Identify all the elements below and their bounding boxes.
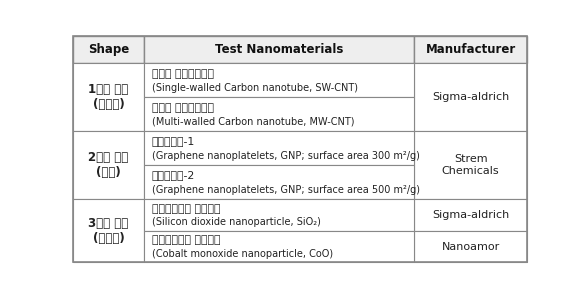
Text: Shape: Shape (88, 43, 129, 57)
Text: Strem
Chemicals: Strem Chemicals (442, 154, 499, 176)
Text: 1차원 형태
(섬유상): 1차원 형태 (섬유상) (88, 83, 128, 111)
Bar (414, 131, 527, 199)
Bar (144, 64, 414, 97)
Text: 다중벽 탄소나노튜브: 다중벽 탄소나노튜브 (152, 102, 214, 112)
Text: 나노그래핀-1: 나노그래핀-1 (152, 136, 195, 147)
Bar (144, 231, 414, 262)
Text: (Single-walled Carbon nanotube, SW-CNT): (Single-walled Carbon nanotube, SW-CNT) (152, 83, 358, 93)
Bar (144, 199, 414, 231)
Bar (414, 199, 527, 231)
Text: 코발트산화물 나노입자: 코발트산화물 나노입자 (152, 235, 220, 245)
Text: (Cobalt monoxide nanoparticle, CoO): (Cobalt monoxide nanoparticle, CoO) (152, 248, 333, 258)
Text: 나노그래핀-2: 나노그래핀-2 (152, 171, 195, 180)
Text: Test Nanomaterials: Test Nanomaterials (214, 43, 343, 57)
Text: (Silicon dioxide nanoparticle, SiO₂): (Silicon dioxide nanoparticle, SiO₂) (152, 217, 321, 227)
Bar (414, 231, 527, 262)
Text: (Graphene nanoplatelets, GNP; surface area 500 m²/g): (Graphene nanoplatelets, GNP; surface ar… (152, 185, 420, 195)
Text: Sigma-aldrich: Sigma-aldrich (432, 210, 509, 220)
Bar (73, 131, 144, 199)
Text: Sigma-aldrich: Sigma-aldrich (432, 92, 509, 102)
Text: (Graphene nanoplatelets, GNP; surface area 300 m²/g): (Graphene nanoplatelets, GNP; surface ar… (152, 151, 420, 161)
Text: 단일벽 탄소나노튜브: 단일벽 탄소나노튜브 (152, 69, 214, 78)
Text: (Multi-walled Carbon nanotube, MW-CNT): (Multi-walled Carbon nanotube, MW-CNT) (152, 117, 355, 127)
Bar (73, 36, 144, 64)
Text: Nanoamor: Nanoamor (441, 242, 500, 252)
Text: 3차원 형태
(입자상): 3차원 형태 (입자상) (88, 217, 128, 245)
Bar (144, 97, 414, 131)
Bar (414, 36, 527, 64)
Bar (73, 64, 144, 131)
Bar (144, 131, 414, 165)
Bar (144, 165, 414, 199)
Text: 2차원 형태
(관상): 2차원 형태 (관상) (88, 151, 128, 179)
Bar (414, 64, 527, 131)
Text: Manufacturer: Manufacturer (425, 43, 516, 57)
Text: 실리카산화물 나노입자: 실리카산화물 나노입자 (152, 204, 220, 214)
Bar (144, 36, 414, 64)
Bar (73, 199, 144, 262)
